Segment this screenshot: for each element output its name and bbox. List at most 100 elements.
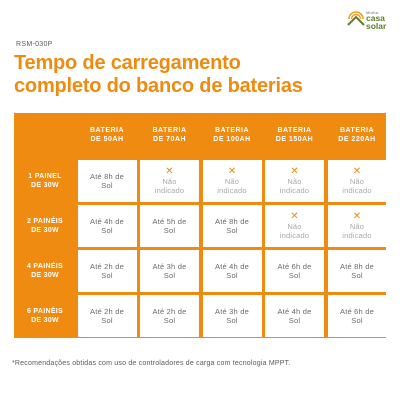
brand-logo: Minha casa solar (346, 8, 392, 32)
row-label-line-1: 1 PAINEL (28, 173, 62, 180)
table-cell: Até 2h de Sol (140, 295, 199, 337)
x-mark-icon: ✕ (352, 166, 362, 177)
table-cell-line-2: Sol (226, 316, 238, 325)
table-cell: Até 5h de Sol (140, 205, 199, 247)
column-header-line-1: BATERIA (89, 127, 125, 134)
table-cell: Até 8h de Sol (202, 205, 262, 247)
table-cell-line-1: Até 8h de (215, 217, 249, 226)
table-cell-line-2: Sol (163, 316, 176, 325)
not-indicated-line-1: Não (162, 177, 177, 186)
table-cell-line-1: Até 4h de (90, 217, 124, 226)
column-header-line-2: DE 100AH (213, 136, 251, 143)
logo-line-2: solar (366, 21, 387, 31)
logo-small-text: Minha (366, 10, 379, 15)
x-mark-icon: ✕ (290, 166, 299, 177)
row-label: 6 PAINÉIS DE 30W (14, 295, 76, 337)
table-cell: Até 8h de Sol (327, 250, 387, 292)
table-cell-line-1: Até 2h de (152, 307, 187, 316)
row-label-line-2: DE 30W (31, 182, 59, 189)
table-cell-line-2: Sol (226, 226, 238, 235)
table-cell-not-indicated: ✕ Não indicado (327, 205, 387, 247)
row-label-line-1: 4 PAINÉIS (26, 263, 64, 270)
table-cell: Até 3h de Sol (140, 250, 199, 292)
row-label-line-2: DE 30W (31, 227, 59, 234)
table-cell-line-2: Sol (163, 226, 176, 235)
row-label-line-1: 2 PAINÉIS (26, 218, 64, 225)
x-mark-icon: ✕ (290, 211, 299, 222)
table-cell-not-indicated: ✕ Não indicado (327, 160, 387, 202)
table-cell-line-2: Sol (288, 316, 301, 325)
page-title: Tempo de carregamento completo do banco … (14, 52, 384, 98)
row-label: 4 PAINÉIS DE 30W (14, 250, 76, 292)
not-indicated-line-2: indicado (279, 186, 310, 195)
table-cell: Até 2h de Sol (77, 295, 137, 337)
row-label-line-1: 6 PAINÉIS (26, 308, 64, 315)
table-cell-not-indicated: ✕ Não indicado (140, 160, 199, 202)
not-indicated-line-2: indicado (279, 231, 310, 240)
column-header: BATERIA DE 70AH (139, 113, 201, 157)
column-header: BATERIA DE 100AH (201, 113, 263, 157)
row-label: 2 PAINÉIS DE 30W (14, 205, 76, 247)
logo-line-1: casa (366, 13, 385, 23)
table-cell-line-1: Até 6h de (277, 262, 312, 271)
table-cell-line-1: Até 4h de (215, 262, 249, 271)
title-line-1: Tempo de carregamento (14, 52, 241, 74)
table-cell: Até 4h de Sol (77, 205, 137, 247)
table-cell-line-1: Até 3h de (152, 262, 187, 271)
row-label-line-2: DE 30W (31, 317, 59, 324)
table-cell: Até 6h de Sol (327, 295, 387, 337)
table-cell-line-2: Sol (101, 181, 113, 190)
table-cell-line-1: Até 6h de (340, 307, 374, 316)
logo-name: casa solar (366, 13, 387, 31)
table-cell-line-2: Sol (101, 226, 113, 235)
sun-house-icon (347, 11, 365, 26)
column-header-line-1: BATERIA (277, 127, 312, 134)
table-cell: Até 6h de Sol (265, 250, 324, 292)
table-cell-line-2: Sol (288, 271, 301, 280)
column-header: BATERIA DE 220AH (326, 113, 388, 157)
table-cell-not-indicated: ✕ Não indicado (265, 160, 324, 202)
table-cell: Até 4h de Sol (265, 295, 324, 337)
title-line-2: completo do banco de baterias (14, 75, 303, 97)
not-indicated-line-2: indicado (342, 186, 372, 195)
table-cell-line-2: Sol (351, 271, 363, 280)
footnote: *Recomendações obtidas com uso de contro… (12, 360, 291, 367)
not-indicated-line-2: indicado (342, 231, 372, 240)
not-indicated-line-1: Não (287, 177, 302, 186)
column-header-line-2: DE 150AH (275, 136, 314, 143)
table-cell-not-indicated: ✕ Não indicado (202, 160, 262, 202)
table-cell-not-indicated: ✕ Não indicado (265, 205, 324, 247)
not-indicated-line-2: indicado (217, 186, 247, 195)
table-cell-line-1: Até 5h de (152, 217, 187, 226)
table-cell-line-2: Sol (101, 316, 113, 325)
column-header-line-1: BATERIA (214, 127, 250, 134)
row-label-line-2: DE 30W (31, 272, 59, 279)
not-indicated-line-1: Não (287, 222, 302, 231)
column-header-line-2: DE 220AH (338, 136, 376, 143)
row-label: 1 PAINEL DE 30W (14, 160, 76, 202)
table-cell-line-2: Sol (101, 271, 113, 280)
table-cell-line-1: Até 8h de (90, 172, 124, 181)
table-cell-line-1: Até 2h de (90, 307, 124, 316)
column-header: BATERIA DE 150AH (264, 113, 326, 157)
column-header-line-2: DE 70AH (152, 136, 187, 143)
table-cell: Até 3h de Sol (202, 295, 262, 337)
product-code: RSM-030P (16, 41, 53, 48)
table-cell-line-1: Até 3h de (215, 307, 249, 316)
not-indicated-line-2: indicado (154, 186, 185, 195)
x-mark-icon: ✕ (352, 211, 362, 222)
not-indicated-line-1: Não (349, 177, 365, 186)
table-cell-line-2: Sol (226, 271, 238, 280)
table-cell-line-2: Sol (163, 271, 176, 280)
table-cell-line-1: Até 4h de (277, 307, 312, 316)
table-cell-line-1: Até 2h de (90, 262, 124, 271)
table-cell: Até 4h de Sol (202, 250, 262, 292)
x-mark-icon: ✕ (165, 166, 174, 177)
table-cell-line-1: Até 8h de (340, 262, 374, 271)
not-indicated-line-1: Não (349, 222, 365, 231)
table-cell: Até 8h de Sol (77, 160, 137, 202)
column-header-line-1: BATERIA (152, 127, 187, 134)
table-cell: Até 2h de Sol (77, 250, 137, 292)
column-header-line-2: DE 50AH (90, 136, 124, 143)
table-cell-line-2: Sol (351, 316, 363, 325)
